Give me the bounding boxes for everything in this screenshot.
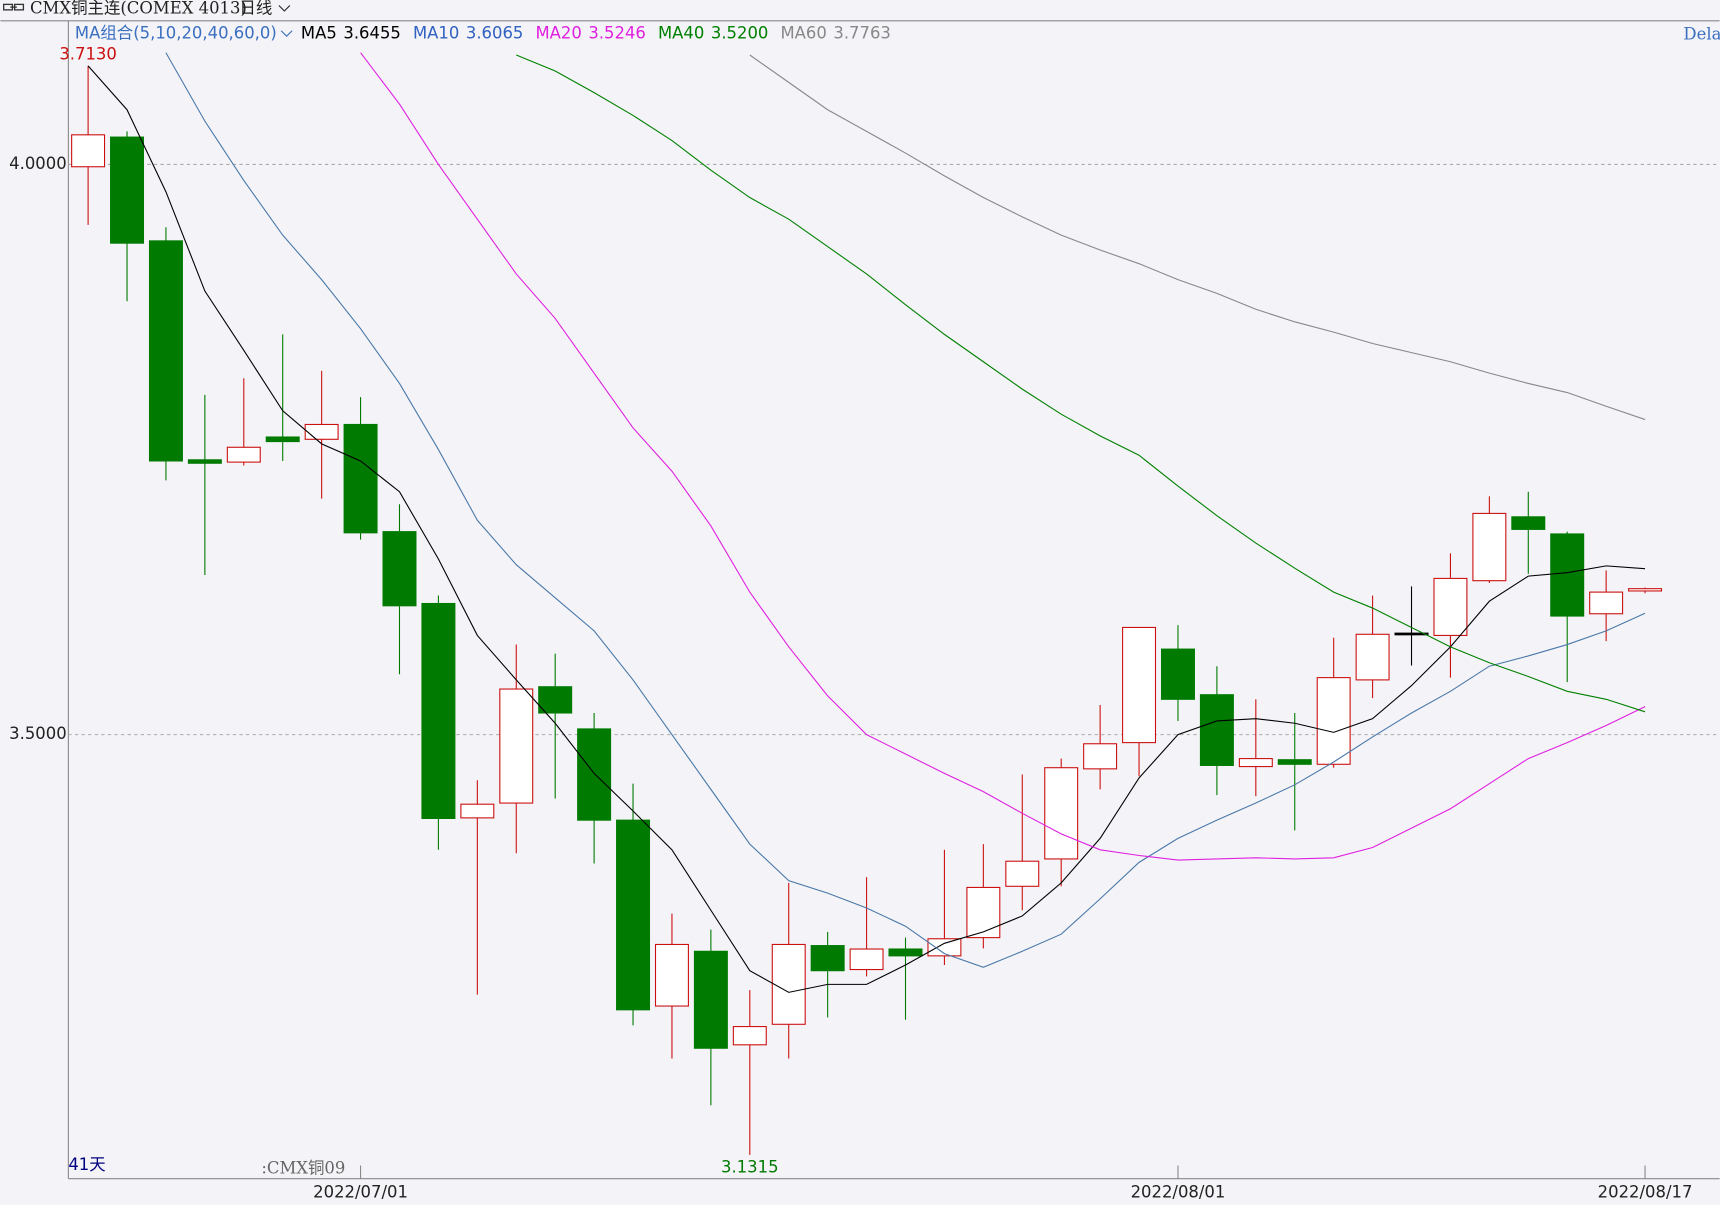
ma-line [360,52,1646,861]
candle-body [304,423,339,440]
y-tick-label: 3.5000 [9,724,67,743]
candle-body [1511,516,1546,530]
x-tick-label: 2022/08/01 [1131,1182,1226,1201]
candle-body [810,945,845,972]
candle-body [538,686,573,714]
candle-body [1472,512,1507,582]
legend-value: 3.6455 [343,23,401,42]
candle-body [265,436,300,443]
candle-body [148,240,183,462]
ma-line [516,54,1646,713]
legend-name: MA10 [413,23,459,42]
candle-body [1589,591,1624,615]
candle-body [732,1026,767,1046]
candle-body [460,803,495,819]
legend-value: 3.6065 [466,23,524,42]
ma-line [165,52,1646,968]
candle-body [1394,632,1429,636]
candle-body [1199,694,1234,766]
legend-name: MA40 [658,23,704,42]
y-tick-label: 4.0000 [9,154,67,173]
candle-body [771,943,806,1025]
period[interactable]: 日线 [239,0,272,17]
candle-body [110,136,145,244]
candle-body [616,819,651,1011]
legend-value: 3.5200 [711,23,769,42]
ma-chevron [280,30,293,37]
symbol: CMX铜主连(COMEX 4013) [30,0,247,17]
legend-name: MA5 [301,23,337,42]
candle-body [1083,743,1118,770]
max-label: 3.7130 [59,44,117,63]
candle-body [888,948,923,957]
candle-body [1550,533,1585,617]
right-text: Dela [1683,25,1720,44]
candle-body [1277,759,1312,765]
legend-name: MA20 [535,23,581,42]
candle-body [499,688,534,804]
candle-body [187,459,222,464]
contract: :CMX铜09 [261,1158,345,1177]
candle-body [1122,626,1157,744]
candle-body [1433,577,1468,636]
legend-value: 3.5246 [588,23,646,42]
candle-body [1238,758,1273,768]
candle-body [343,423,378,534]
candle-body [1628,588,1663,592]
ma-line [749,54,1646,421]
candle-body [1005,860,1040,887]
candle-body [849,948,884,971]
candle-body [1316,677,1351,765]
candle-body [577,728,612,821]
plot [71,52,1663,1155]
candle-body [654,943,689,1007]
candle-body [421,602,456,820]
ma-group[interactable]: MA组合(5,10,20,40,60,0) [75,23,277,42]
candle-body [226,446,261,463]
candle-body [927,938,962,957]
candle-body [1160,648,1195,700]
candle-body [382,531,417,607]
ma-line [87,65,1646,993]
bar-count: 41天 [68,1155,105,1174]
candle-body [966,886,1001,939]
candle-body [1355,633,1390,681]
x-tick-label: 2022/08/17 [1598,1182,1693,1201]
link-icon [3,3,25,11]
candle-body [1044,767,1079,860]
legend-value: 3.7763 [833,23,891,42]
candle-body [71,134,106,168]
period-chevron[interactable] [278,5,291,12]
min-label: 3.1315 [721,1158,779,1177]
candle-body [693,950,728,1049]
x-tick-label: 2022/07/01 [313,1182,408,1201]
legend-name: MA60 [780,23,826,42]
